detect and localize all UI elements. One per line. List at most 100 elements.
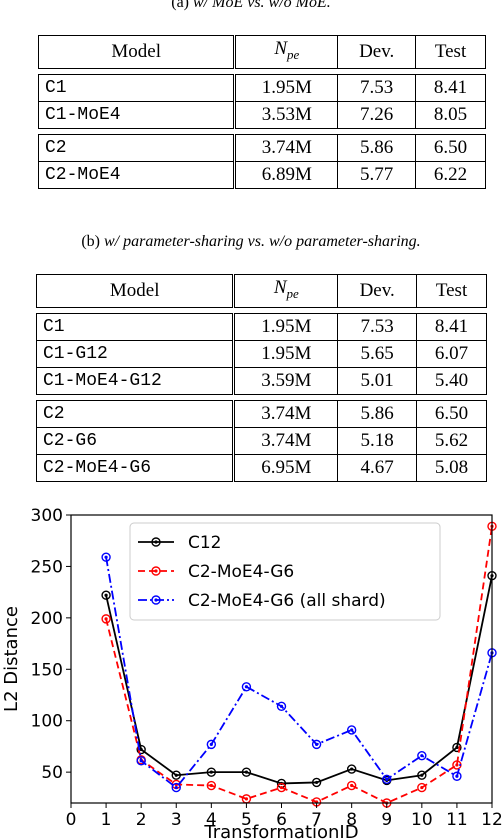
test-cell: 6.22: [415, 160, 486, 189]
series-point-center: [209, 783, 213, 788]
series-point: [101, 590, 111, 600]
series-point-center: [139, 759, 143, 763]
table-row: C1 1.95M 7.53 8.41: [35, 312, 487, 341]
series-line: [105, 575, 493, 785]
x-tick-label: 7: [311, 810, 322, 830]
test-cell: 8.41: [415, 73, 486, 102]
dev-cell: 5.86: [337, 399, 418, 428]
table-row: C1 1.95M 7.53 8.41: [37, 73, 486, 102]
series-point-center: [209, 770, 213, 774]
series-point: [417, 750, 427, 761]
series-point-center: [420, 785, 424, 790]
series-point-center: [104, 593, 108, 597]
dev-cell: 5.65: [337, 339, 418, 368]
dev-cell: 7.53: [337, 312, 418, 341]
test-cell: 5.08: [416, 453, 487, 482]
series-point: [241, 767, 252, 777]
x-axis-label: TransformationID: [203, 822, 358, 840]
npe-cell: 1.95M: [233, 312, 339, 341]
x-tick-label: 6: [276, 810, 287, 830]
series-point: [346, 764, 357, 774]
legend-marker: [151, 566, 161, 576]
model-cell: C1-MoE4-G12: [35, 366, 236, 395]
caption-b: (b) w/ parameter-sharing vs. w/o paramet…: [0, 233, 502, 251]
y-axis-label: L2 Distance: [1, 606, 22, 712]
npe-cell: 6.95M: [233, 453, 339, 482]
series-point: [452, 742, 462, 753]
legend-marker: [151, 537, 161, 547]
table-row: C1-G12 1.95M 5.65 6.07: [35, 339, 487, 368]
legend-label: C2-MoE4-G6 (all shard): [188, 591, 386, 611]
series-point: [452, 771, 462, 781]
y-tick-label: 150: [31, 660, 63, 680]
series-point: [171, 770, 181, 780]
series-point: [101, 614, 111, 624]
table-a-header-row: Model Npe Dev. Test: [37, 35, 486, 69]
npe-cell: 1.95M: [234, 73, 339, 102]
x-tick-label: 12: [481, 810, 502, 830]
series-point: [417, 782, 427, 793]
series-point-center: [244, 797, 249, 801]
series-line: [105, 557, 493, 789]
series-point-center: [420, 754, 424, 758]
series-point: [346, 780, 357, 791]
series-point-center: [350, 767, 354, 771]
legend-marker-center: [154, 598, 158, 602]
test-cell: 5.62: [416, 426, 487, 455]
series-point-center: [174, 773, 178, 777]
legend-box: [129, 522, 441, 621]
caption-a: (a) w/ MoE vs. w/o MoE.: [0, 0, 502, 12]
table-b: Model Npe Dev. Test C1 1.95M 7.53 8.41 C…: [35, 274, 487, 482]
test-cell: 6.50: [415, 133, 486, 162]
series-point-center: [279, 785, 284, 790]
series-point: [382, 774, 392, 785]
test-cell: 8.05: [415, 100, 486, 129]
table-row: C2-MoE4 6.89M 5.77 6.22: [37, 160, 486, 189]
model-cell: C2: [35, 399, 236, 428]
legend-label: C12: [188, 533, 222, 553]
model-cell: C1-G12: [35, 339, 236, 368]
table-row: C2-G6 3.74M 5.18 5.62: [35, 426, 487, 455]
table-row: C2 3.74M 5.86 6.50: [35, 399, 487, 428]
legend-marker-center: [154, 540, 158, 544]
series-point: [206, 780, 217, 791]
table-b-header-row: Model Npe Dev. Test: [35, 274, 487, 308]
model-cell: C1: [35, 312, 236, 341]
dev-cell: 4.67: [337, 453, 418, 482]
series-point-center: [455, 745, 459, 750]
series-point-center: [350, 728, 354, 732]
npe-cell: 3.74M: [233, 426, 339, 455]
caption-b-prefix: (b): [81, 233, 104, 250]
caption-a-text: w/ MoE vs. w/o MoE.: [193, 0, 331, 11]
x-tick-label: 2: [136, 810, 147, 830]
x-tick-label: 3: [171, 810, 182, 830]
x-tick-label: 4: [206, 810, 217, 830]
dev-cell: 5.77: [337, 160, 417, 189]
x-tick-label: 0: [66, 810, 77, 830]
npe-cell: 3.53M: [234, 100, 339, 129]
y-tick-label: 50: [41, 763, 63, 783]
series-point-center: [455, 763, 459, 767]
series-point-center: [104, 617, 108, 621]
series-point-center: [209, 742, 213, 746]
test-cell: 6.50: [416, 399, 487, 428]
dev-cell: 5.18: [337, 426, 418, 455]
series-point-center: [104, 555, 108, 559]
series-point: [136, 756, 146, 766]
y-tick-label: 100: [31, 712, 63, 732]
model-cell: C2-MoE4-G6: [35, 453, 236, 482]
model-cell: C2-G6: [35, 426, 236, 455]
table-row: C2-MoE4-G6 6.95M 4.67 5.08: [35, 453, 487, 482]
series-point: [276, 701, 287, 712]
table-a: Model Npe Dev. Test C1 1.95M 7.53 8.41 C…: [37, 35, 486, 189]
legend-label: C2-MoE4-G6: [188, 562, 294, 582]
dev-cell: 7.26: [337, 100, 417, 129]
series-point: [136, 744, 146, 755]
model-cell: C2-MoE4: [37, 160, 237, 189]
series-point: [346, 725, 357, 735]
legend-marker-center: [154, 569, 158, 573]
series-point-center: [314, 780, 319, 785]
series-point: [241, 682, 252, 692]
header-test: Test: [416, 274, 487, 308]
series-point: [171, 782, 181, 793]
